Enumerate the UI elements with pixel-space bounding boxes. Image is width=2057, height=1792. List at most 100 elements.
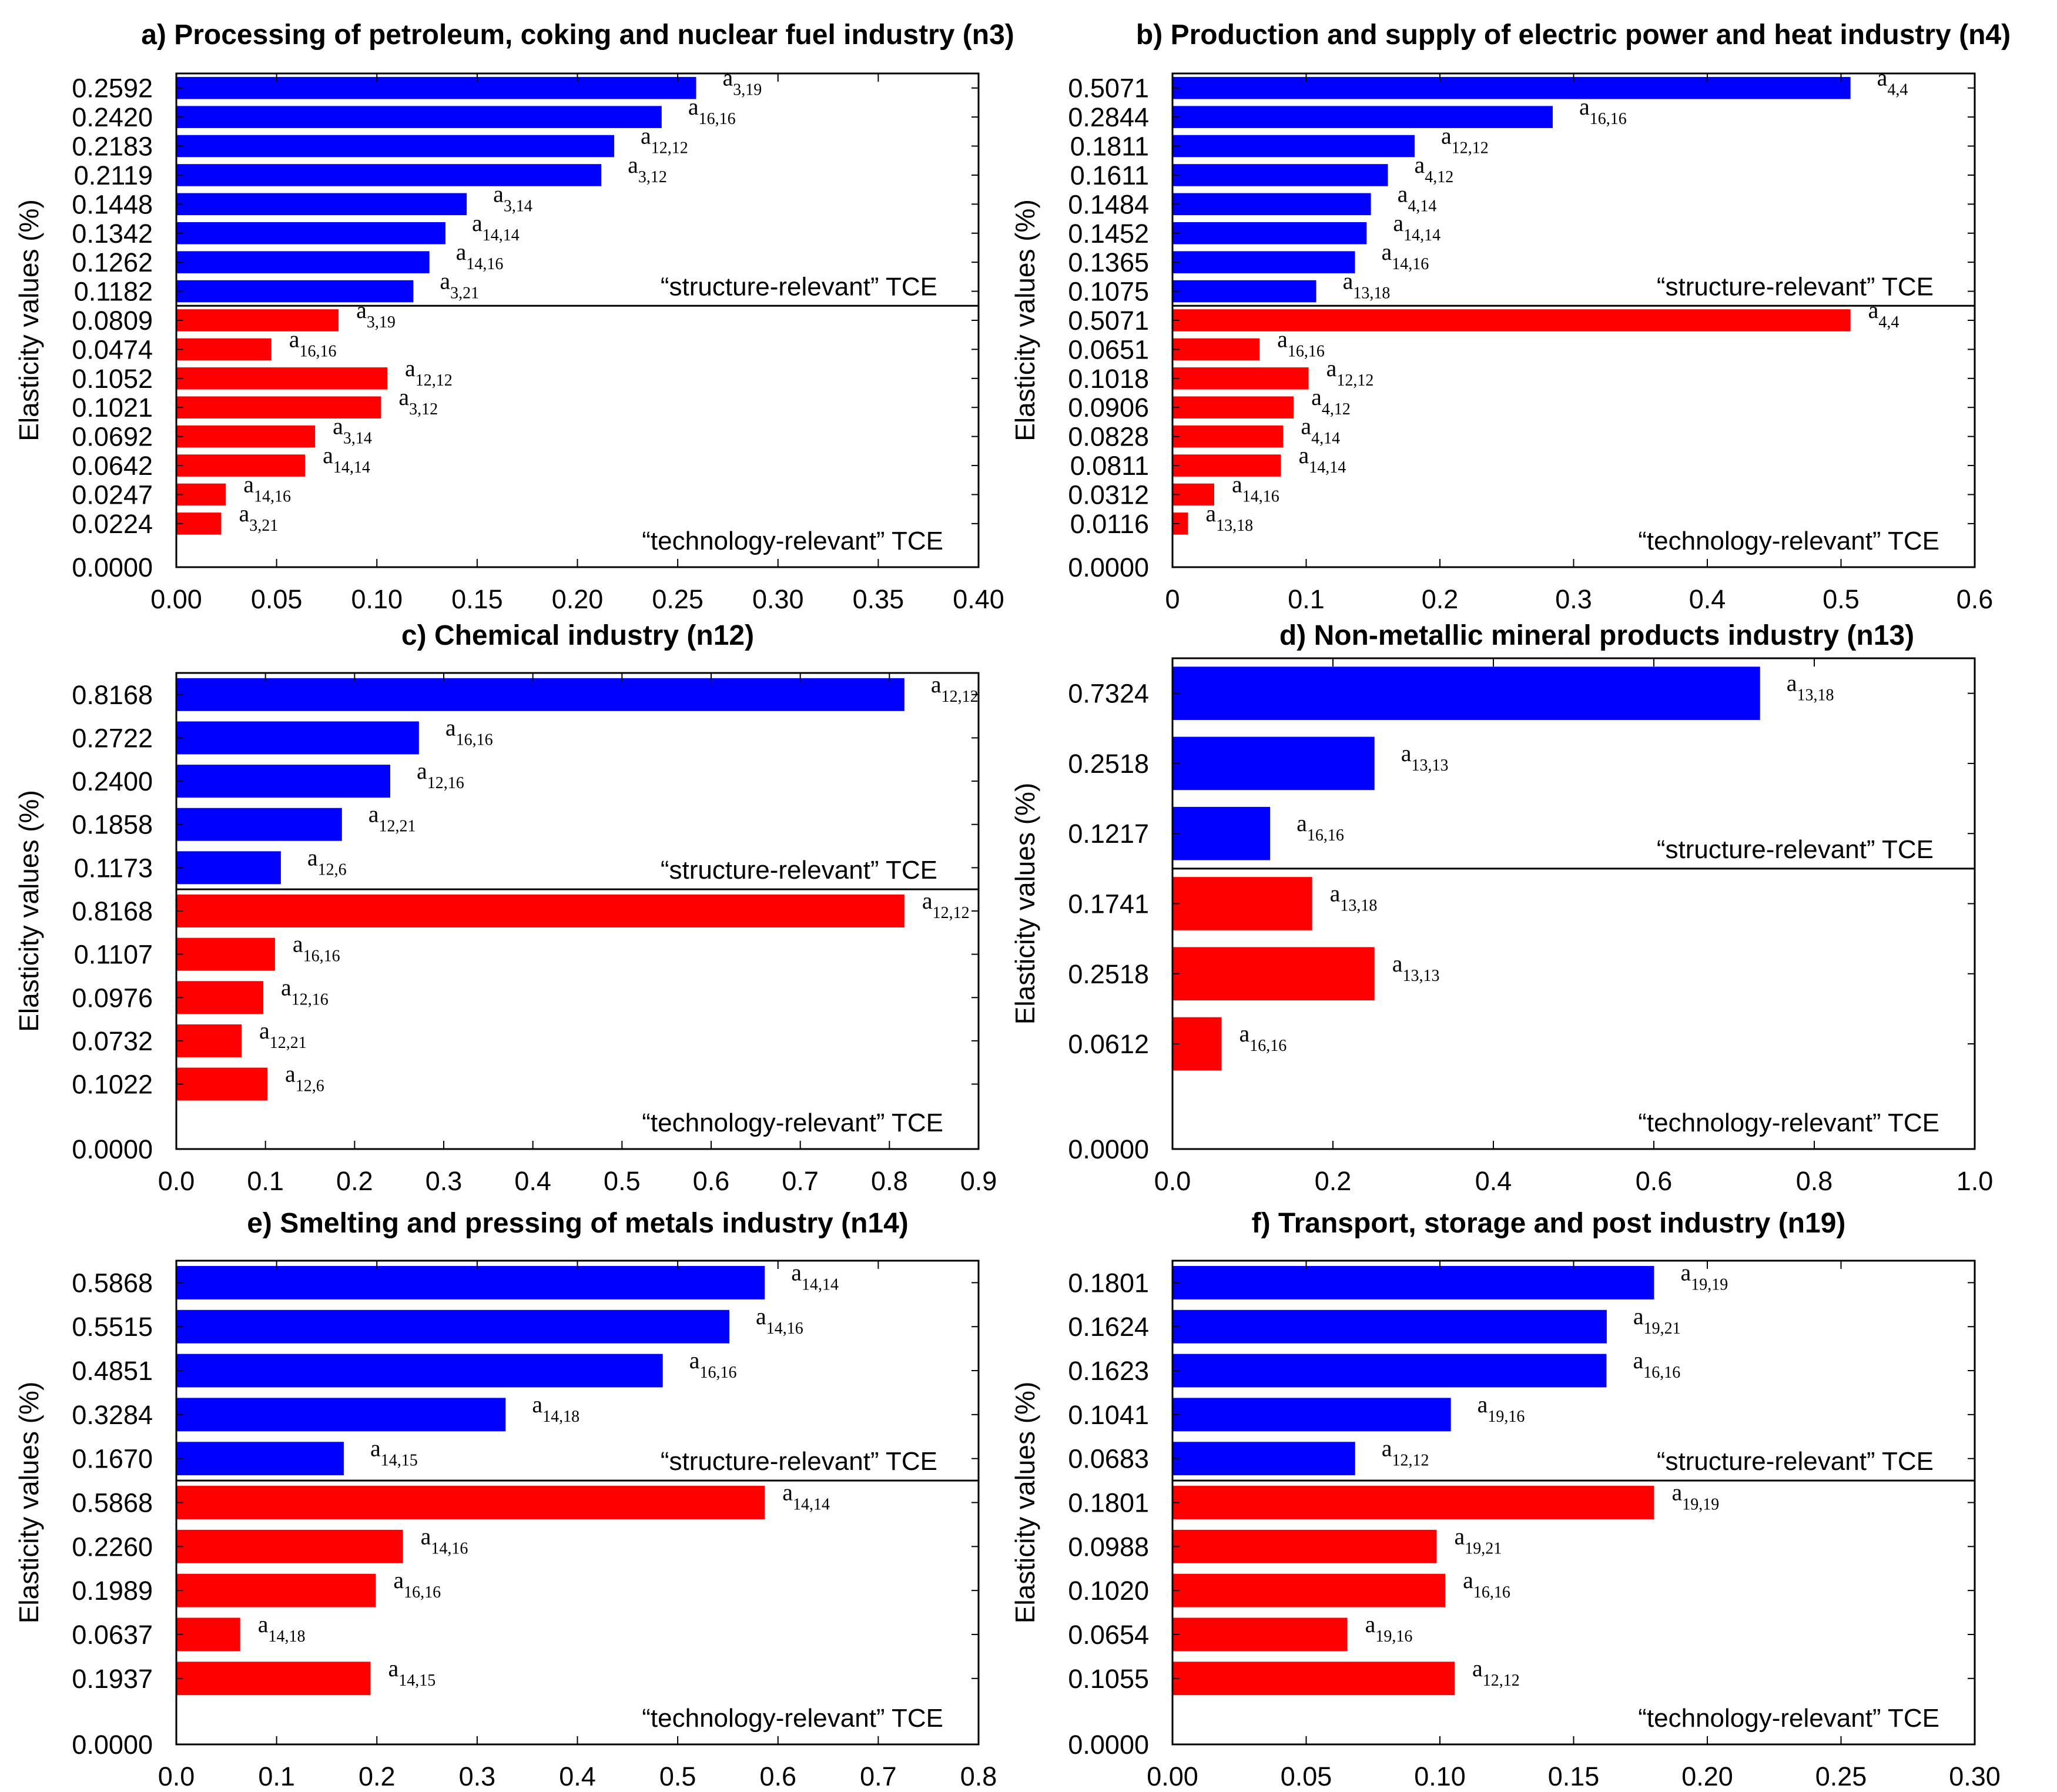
y-tick-label: 0.1262 (72, 247, 153, 277)
x-tick-label: 0.1 (247, 1166, 284, 1196)
x-tick-label: 0.10 (351, 584, 403, 614)
structure-bar (176, 280, 414, 303)
structure-bar (1172, 736, 1375, 791)
structure-bar (176, 1265, 765, 1299)
x-tick-label: 0.8 (1796, 1166, 1833, 1196)
x-tick-label: 0.15 (1548, 1761, 1600, 1791)
technology-bar (176, 425, 316, 448)
y-axis-label: Elasticity values (%) (1010, 783, 1040, 1025)
y-tick-label: 0.2420 (72, 102, 153, 132)
technology-coef-label: a13,18 (1330, 880, 1378, 915)
y-axis-label: Elasticity values (%) (14, 199, 44, 441)
x-tick-label: 0.0 (158, 1761, 195, 1791)
x-tick-label: 0.2 (336, 1166, 373, 1196)
y-tick-label: 0.1021 (72, 393, 153, 423)
x-tick-label: 0.05 (251, 584, 303, 614)
x-tick-label: 0.9 (960, 1166, 997, 1196)
y-tick-label: 0.0312 (1068, 480, 1149, 510)
x-tick-label: 0.20 (1681, 1761, 1733, 1791)
structure-coef-label: a13,18 (1787, 670, 1834, 705)
structure-coef-label: a14,15 (370, 1435, 418, 1470)
structure-bar (176, 851, 281, 885)
technology-bar (1172, 1486, 1654, 1519)
technology-bar (1172, 338, 1260, 361)
technology-relevant-label: “technology-relevant” TCE (642, 1704, 943, 1733)
x-tick-label: 0.35 (853, 584, 904, 614)
structure-relevant-label: “structure-relevant” TCE (661, 1447, 937, 1476)
structure-coef-label: a12,21 (368, 801, 416, 836)
y-tick-label: 0.1811 (1070, 132, 1149, 162)
structure-bar (1172, 106, 1553, 128)
technology-bar (176, 1573, 376, 1607)
structure-coef-label: a12,12 (931, 671, 979, 706)
technology-bar (176, 338, 272, 361)
structure-bar (176, 1354, 663, 1388)
structure-bar (176, 678, 904, 711)
x-tick-label: 0.8 (871, 1166, 908, 1196)
structure-bar (176, 1442, 344, 1476)
y-tick-label: 0.5071 (1068, 73, 1149, 103)
technology-coef-label: a3,14 (333, 413, 372, 448)
structure-bar (1172, 76, 1851, 99)
x-tick-label: 0.4 (514, 1166, 551, 1196)
y-tick-label: 0.0612 (1068, 1029, 1149, 1059)
y-tick-label: 0.0976 (72, 983, 153, 1013)
y-tick-label: 0.1107 (74, 940, 153, 970)
structure-coef-label: a4,4 (1877, 65, 1908, 99)
y-tick-label-zero: 0.0000 (72, 1730, 153, 1760)
panel-e: e) Smelting and pressing of metals indus… (14, 1208, 997, 1791)
y-tick-label: 0.1041 (1068, 1400, 1149, 1430)
technology-bar (1172, 1573, 1446, 1607)
x-tick-label: 0.0 (158, 1166, 195, 1196)
y-tick-label: 0.2592 (72, 73, 153, 103)
panel-c: c) Chemical industry (n12) Elasticity val… (14, 620, 997, 1196)
x-tick-label: 0.6 (693, 1166, 730, 1196)
structure-bar (1172, 193, 1371, 216)
y-tick-label: 0.0224 (72, 509, 153, 539)
x-tick-label: 1.0 (1957, 1166, 1994, 1196)
technology-bar (1172, 877, 1312, 930)
technology-coef-label: a13,13 (1392, 950, 1440, 985)
y-tick-label: 0.1484 (1068, 189, 1149, 219)
technology-bar (1172, 1662, 1455, 1696)
technology-coef-label: a12,12 (1472, 1655, 1520, 1690)
structure-bar (176, 76, 696, 99)
structure-coef-label: a14,16 (756, 1303, 803, 1338)
technology-relevant-label: “technology-relevant” TCE (1638, 527, 1939, 555)
technology-relevant-label: “technology-relevant” TCE (1638, 1108, 1939, 1137)
x-tick-label: 0.20 (552, 584, 604, 614)
technology-coef-label: a16,16 (289, 326, 337, 360)
y-tick-label: 0.1989 (72, 1576, 153, 1606)
technology-coef-label: a19,19 (1671, 1479, 1719, 1514)
y-tick-label: 0.1670 (72, 1444, 153, 1474)
y-tick-label: 0.5868 (72, 1268, 153, 1298)
x-tick-label: 0.25 (1815, 1761, 1867, 1791)
structure-coef-label: a12,6 (307, 844, 347, 879)
panel-b: b) Production and supply of electric pow… (1010, 19, 2011, 614)
structure-bar (176, 251, 430, 273)
technology-bar (176, 367, 387, 390)
structure-bar (1172, 1398, 1451, 1432)
structure-coef-label: a14,16 (456, 239, 504, 273)
y-tick-label: 0.4851 (72, 1356, 153, 1386)
y-tick-label: 0.7324 (1068, 679, 1149, 709)
y-tick-label: 0.1858 (72, 810, 153, 840)
technology-bar (176, 483, 226, 506)
y-tick-label: 0.2400 (72, 766, 153, 796)
technology-coef-label: a16,16 (293, 931, 340, 966)
structure-coef-label: a16,16 (689, 1347, 737, 1382)
technology-coef-label: a12,16 (281, 974, 329, 1009)
technology-coef-label: a4,4 (1868, 297, 1899, 331)
structure-coef-label: a12,12 (641, 123, 688, 158)
technology-bar (176, 1529, 403, 1563)
technology-coef-label: a12,21 (259, 1017, 307, 1052)
y-tick-label: 0.5515 (72, 1312, 153, 1342)
structure-bar (176, 193, 467, 216)
y-tick-label: 0.1801 (1068, 1268, 1149, 1298)
panel-title: a) Processing of petroleum, coking and n… (141, 19, 1014, 51)
y-tick-label: 0.0692 (72, 422, 153, 452)
x-tick-label: 0.10 (1414, 1761, 1466, 1791)
x-tick-label: 0 (1165, 584, 1180, 614)
technology-bar (176, 396, 381, 419)
